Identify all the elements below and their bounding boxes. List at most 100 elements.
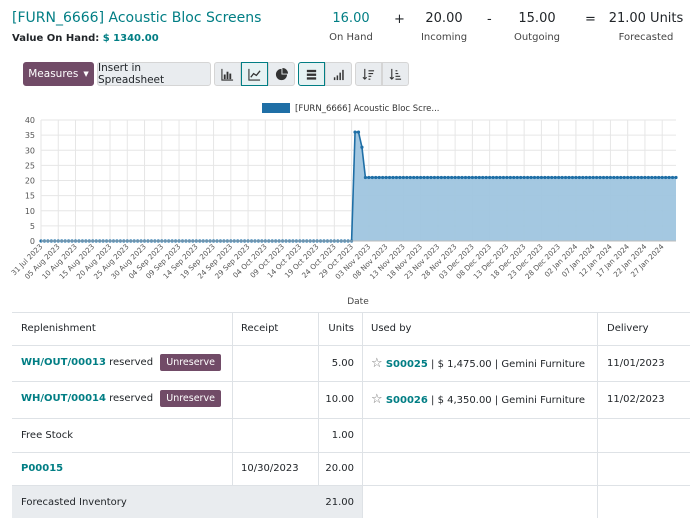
- on-hand-value: 16.00: [332, 11, 370, 26]
- data-point: [422, 175, 426, 180]
- header-units: Units: [328, 323, 354, 334]
- data-point: [436, 175, 440, 180]
- data-point: [405, 175, 409, 180]
- star-icon[interactable]: ☆: [371, 392, 383, 407]
- data-point: [508, 175, 512, 180]
- stacked-button[interactable]: [298, 62, 325, 86]
- units-cell: 10.00: [325, 394, 354, 405]
- sort-ascending-button[interactable]: [382, 62, 409, 86]
- picking-link[interactable]: WH/OUT/00014: [21, 393, 106, 404]
- measures-dropdown[interactable]: Measures ▼: [23, 62, 94, 86]
- delivery-date: 11/01/2023: [607, 358, 665, 369]
- data-point: [374, 175, 378, 180]
- table-row: P00015 10/30/2023 20.00: [12, 453, 690, 486]
- data-point: [474, 175, 478, 180]
- bar-chart-button[interactable]: [214, 62, 241, 86]
- unreserve-button[interactable]: Unreserve: [160, 354, 221, 371]
- data-point: [381, 175, 385, 180]
- incoming-label: Incoming: [420, 32, 468, 43]
- data-point: [443, 175, 447, 180]
- data-point: [419, 175, 423, 180]
- replenishment-cell: WH/OUT/00013 reserved Unreserve: [21, 354, 221, 371]
- equal-operator: =: [585, 12, 596, 27]
- data-point: [598, 175, 602, 180]
- value-on-hand-amount: $ 1340.00: [102, 33, 159, 44]
- incoming-value: 20.00: [425, 11, 463, 26]
- data-point: [557, 175, 561, 180]
- data-point: [477, 175, 481, 180]
- used-by-cell: ☆ S00025 | $ 1,475.00 | Gemini Furniture: [371, 356, 585, 371]
- header-used-by: Used by: [371, 323, 412, 334]
- y-tick-label: 25: [25, 161, 35, 170]
- data-point: [425, 175, 430, 180]
- sale-order-link[interactable]: S00025: [385, 359, 428, 370]
- table-header-row: Replenishment Receipt Units Used by Deli…: [12, 313, 690, 346]
- separator: |: [431, 395, 435, 406]
- line-chart-icon: [248, 68, 261, 81]
- data-point: [643, 175, 647, 180]
- column-divider: [318, 313, 319, 518]
- data-point: [567, 175, 571, 180]
- line-chart-button[interactable]: [241, 62, 268, 86]
- data-point: [653, 175, 657, 180]
- data-point: [460, 175, 464, 180]
- data-point: [608, 175, 613, 180]
- data-point: [619, 175, 623, 180]
- data-point: [526, 175, 530, 180]
- data-point: [560, 175, 564, 180]
- insert-spreadsheet-button[interactable]: Insert in Spreadsheet: [97, 62, 211, 86]
- data-point: [553, 175, 557, 180]
- stat-forecasted[interactable]: 21.00 Units Forecasted: [606, 11, 686, 43]
- data-point: [615, 175, 619, 180]
- partner-name: Gemini Furniture: [501, 359, 586, 370]
- order-amount: $ 1,475.00: [437, 359, 492, 370]
- data-point: [467, 175, 471, 180]
- picking-link[interactable]: WH/OUT/00013: [21, 357, 106, 368]
- legend-swatch: [262, 103, 290, 113]
- used-by-cell: ☆ S00026 | $ 4,350.00 | Gemini Furniture: [371, 392, 585, 407]
- data-point: [563, 175, 568, 180]
- sort-descending-button[interactable]: [355, 62, 382, 86]
- minus-operator: -: [487, 12, 492, 27]
- stat-incoming[interactable]: 20.00 Incoming: [416, 11, 472, 43]
- product-title[interactable]: [FURN_6666] Acoustic Bloc Screens: [12, 10, 262, 26]
- unreserve-button[interactable]: Unreserve: [160, 390, 221, 407]
- cumulative-button[interactable]: [325, 62, 352, 86]
- data-point: [612, 175, 616, 180]
- data-point: [439, 175, 443, 180]
- y-tick-label: 30: [25, 146, 35, 155]
- reserved-text: reserved: [109, 357, 154, 368]
- outgoing-label: Outgoing: [513, 32, 561, 43]
- pie-chart-button[interactable]: [268, 62, 295, 86]
- pie-chart-icon: [275, 67, 288, 80]
- data-point: [629, 175, 633, 180]
- sale-order-link[interactable]: S00026: [385, 395, 428, 406]
- header-delivery: Delivery: [607, 323, 649, 334]
- caret-down-icon: ▼: [83, 70, 89, 78]
- forecasted-inventory-units: 21.00: [325, 497, 354, 508]
- data-point: [532, 175, 537, 180]
- stacked-icon: [306, 69, 317, 80]
- stat-on-hand[interactable]: 16.00 On Hand: [322, 11, 380, 43]
- data-point: [581, 175, 585, 180]
- data-point: [453, 175, 457, 180]
- data-point: [384, 175, 388, 180]
- data-point: [546, 175, 550, 180]
- data-point: [484, 175, 488, 180]
- y-tick-label: 40: [25, 116, 35, 125]
- column-divider: [362, 313, 363, 518]
- data-point: [415, 175, 419, 180]
- units-cell: 20.00: [325, 463, 354, 474]
- data-point: [591, 175, 595, 180]
- data-point: [674, 175, 678, 180]
- purchase-order-link[interactable]: P00015: [21, 463, 64, 474]
- separator: |: [494, 359, 499, 370]
- star-icon[interactable]: ☆: [371, 356, 383, 371]
- order-amount: $ 4,350.00: [437, 395, 492, 406]
- y-tick-label: 5: [30, 222, 35, 231]
- bar-chart-icon: [221, 68, 234, 81]
- data-point: [367, 175, 371, 180]
- outgoing-value: 15.00: [518, 11, 556, 26]
- stat-outgoing[interactable]: 15.00 Outgoing: [508, 11, 566, 43]
